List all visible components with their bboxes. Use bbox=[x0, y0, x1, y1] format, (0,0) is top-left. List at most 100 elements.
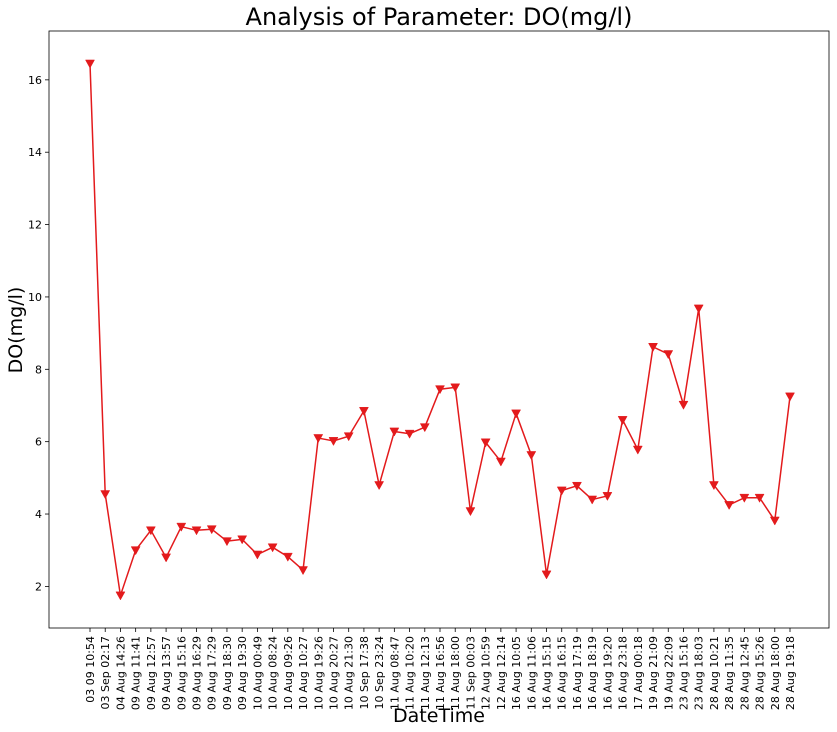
x-tick-label: 09 Aug 13:57 bbox=[160, 636, 173, 710]
data-point bbox=[739, 493, 750, 503]
data-point bbox=[511, 409, 522, 419]
x-tick-label: 28 Aug 12:45 bbox=[738, 636, 751, 710]
x-tick-label: 09 Aug 11:41 bbox=[130, 636, 143, 710]
x-tick-label: 16 Aug 23:18 bbox=[617, 636, 630, 710]
data-point bbox=[419, 423, 430, 433]
y-tick-label: 8 bbox=[35, 363, 42, 376]
data-point bbox=[435, 385, 445, 395]
y-tick-label: 14 bbox=[28, 146, 42, 159]
x-tick-label: 11 Aug 18:00 bbox=[449, 636, 462, 710]
data-point bbox=[343, 432, 354, 442]
x-tick-label: 09 Aug 19:30 bbox=[236, 636, 249, 710]
data-point bbox=[708, 481, 719, 491]
x-tick-label: 10 Sep 17:38 bbox=[358, 636, 371, 709]
x-tick-label: 10 Sep 23:24 bbox=[373, 636, 386, 709]
y-tick-label: 12 bbox=[28, 219, 42, 232]
data-point bbox=[191, 526, 202, 536]
x-tick-label: 16 Aug 10:05 bbox=[510, 636, 523, 710]
data-point bbox=[648, 343, 658, 352]
data-point bbox=[222, 537, 232, 547]
x-axis-label: DateTime bbox=[393, 705, 485, 727]
x-tick-label: 16 Aug 18:19 bbox=[586, 636, 599, 710]
data-point bbox=[313, 434, 324, 444]
data-point bbox=[587, 495, 598, 505]
x-tick-label: 16 Aug 17:19 bbox=[571, 636, 584, 710]
data-point bbox=[267, 543, 278, 553]
data-point bbox=[145, 526, 156, 536]
x-tick-label: 28 Aug 10:21 bbox=[708, 636, 721, 710]
data-point bbox=[663, 350, 674, 360]
x-tick-label: 16 Aug 16:15 bbox=[556, 636, 569, 710]
series-line bbox=[89, 63, 791, 597]
y-tick-label: 10 bbox=[28, 291, 42, 304]
data-point bbox=[389, 427, 400, 437]
x-tick-label: 28 Aug 19:18 bbox=[784, 636, 797, 710]
data-point bbox=[769, 516, 780, 526]
x-axis: 03 09 10:54 03 Sep 02:17 04 Aug 14:26 09 Au… bbox=[84, 628, 797, 710]
data-point bbox=[495, 457, 506, 467]
data-point bbox=[526, 451, 537, 461]
x-tick-label: 28 Aug 18:00 bbox=[769, 636, 782, 710]
x-tick-label: 09 Aug 18:30 bbox=[221, 636, 234, 710]
data-point bbox=[572, 481, 582, 491]
x-tick-label: 28 Aug 15:26 bbox=[754, 636, 767, 710]
data-point bbox=[785, 392, 795, 402]
x-tick-label: 16 Aug 19:20 bbox=[601, 636, 614, 710]
data-point bbox=[541, 570, 552, 580]
x-tick-label: 12 Aug 10:59 bbox=[480, 636, 493, 710]
data-point bbox=[465, 507, 476, 517]
x-tick-label: 10 Aug 00:49 bbox=[251, 636, 264, 710]
x-tick-label: 19 Aug 21:09 bbox=[647, 636, 660, 710]
x-tick-label: 19 Aug 22:09 bbox=[662, 636, 675, 710]
data-point bbox=[252, 550, 263, 560]
data-point bbox=[176, 522, 187, 532]
x-tick-label: 10 Aug 21:30 bbox=[343, 636, 356, 710]
y-tick-label: 4 bbox=[35, 508, 42, 521]
x-tick-label: 09 Aug 15:16 bbox=[175, 636, 188, 710]
data-point bbox=[602, 492, 613, 501]
data-point bbox=[404, 429, 415, 439]
x-tick-label: 09 Aug 16:29 bbox=[191, 636, 204, 710]
x-tick-label: 11 Sep 00:03 bbox=[464, 636, 477, 709]
x-tick-label: 09 Aug 12:57 bbox=[145, 636, 158, 710]
x-tick-label: 23 Aug 15:16 bbox=[677, 636, 690, 710]
x-tick-label: 17 Aug 00:18 bbox=[632, 636, 645, 710]
data-point bbox=[130, 546, 141, 556]
x-tick-label: 10 Aug 09:26 bbox=[282, 636, 295, 710]
plot-area bbox=[48, 30, 830, 629]
y-tick-label: 16 bbox=[28, 74, 42, 87]
x-tick-label: 09 Aug 17:29 bbox=[206, 636, 219, 710]
x-tick-label: 28 Aug 11:35 bbox=[723, 636, 736, 710]
data-point bbox=[617, 416, 628, 425]
x-tick-label: 11 Aug 16:56 bbox=[434, 636, 447, 710]
data-point bbox=[724, 501, 735, 510]
data-point bbox=[100, 490, 111, 500]
x-tick-label: 10 Aug 10:27 bbox=[297, 636, 310, 710]
data-point bbox=[678, 400, 689, 410]
data-point bbox=[161, 553, 172, 563]
data-point bbox=[237, 535, 248, 545]
x-tick-label: 12 Aug 12:14 bbox=[495, 636, 508, 710]
y-tick-label: 6 bbox=[35, 436, 42, 449]
data-point bbox=[206, 525, 217, 535]
data-point bbox=[754, 493, 765, 503]
y-axis: 2 4 6 8 10 12 14 16 bbox=[28, 74, 49, 593]
x-tick-label: 11 Aug 10:20 bbox=[404, 636, 417, 710]
data-point bbox=[115, 591, 126, 601]
x-tick-label: 23 Aug 18:03 bbox=[693, 636, 706, 710]
x-tick-label: 03 Sep 02:17 bbox=[99, 636, 112, 709]
data-point bbox=[693, 304, 704, 314]
x-tick-label: 16 Aug 15:15 bbox=[541, 636, 554, 710]
series-do bbox=[85, 59, 795, 601]
x-tick-label: 16 Aug 11:06 bbox=[525, 636, 538, 710]
data-point bbox=[632, 445, 643, 455]
x-tick-label: 04 Aug 14:26 bbox=[114, 636, 127, 710]
data-point bbox=[85, 59, 95, 69]
x-tick-label: 03 09 10:54 bbox=[84, 636, 97, 703]
x-tick-label: 11 Aug 12:13 bbox=[419, 636, 432, 710]
y-axis-label: DO(mg/l) bbox=[5, 287, 27, 374]
data-point bbox=[358, 407, 369, 416]
chart-title: Analysis of Parameter: DO(mg/l) bbox=[246, 3, 633, 31]
data-point bbox=[298, 566, 308, 576]
